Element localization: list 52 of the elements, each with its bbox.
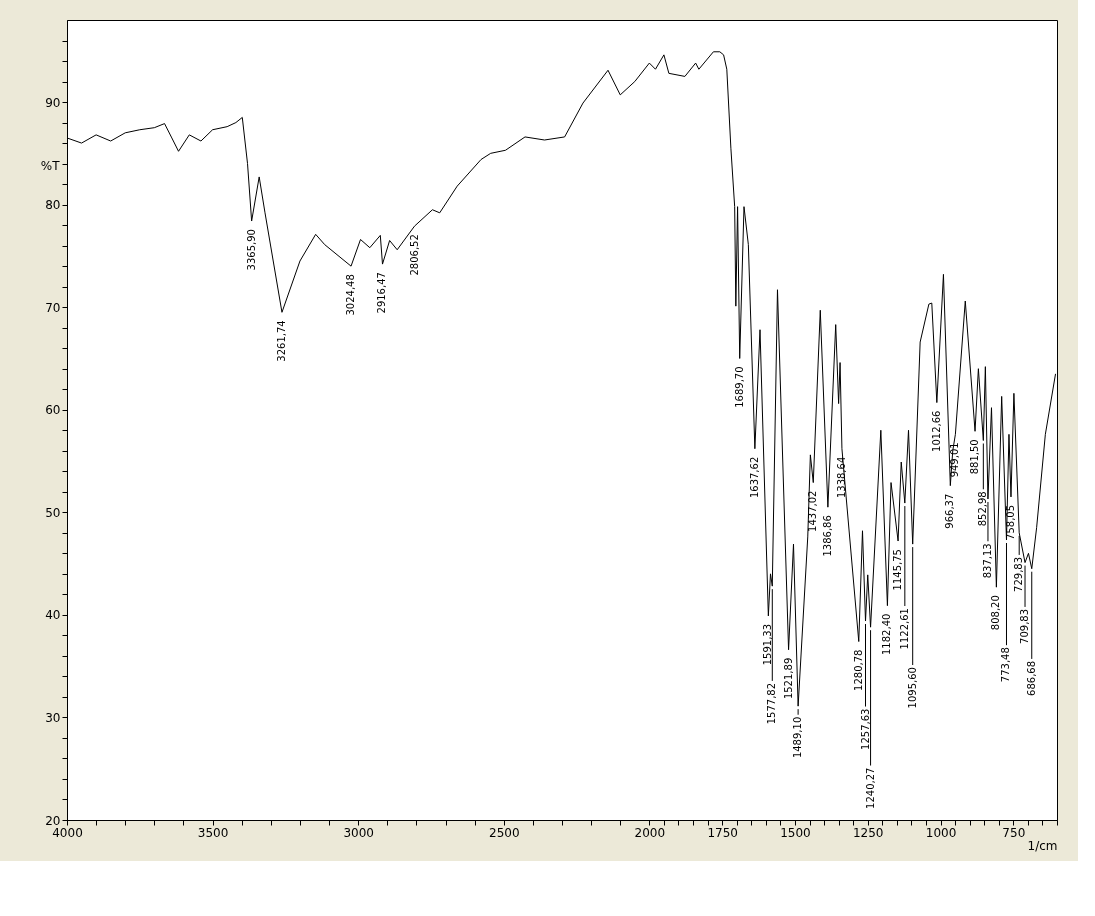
annotation: 808,20 [990,595,1002,631]
x-tick-label: 2000 [634,825,666,840]
annotation: 3365,90 [245,229,257,271]
annotation: 1591,33 [762,623,774,666]
annotation: 3024,48 [345,274,357,316]
annotation: 1182,40 [881,613,893,655]
x-tick-label: 4000 [52,825,83,840]
annotation: 1489,10 [792,716,804,759]
annotation: 1521,89 [782,657,794,700]
x-tick-label: 1000 [925,825,957,840]
annotation: 1240,27 [864,767,876,809]
x-axis-title: 1/cm [1027,838,1058,853]
annotation: 966,37 [944,493,956,529]
y-tick-label: 60 [45,403,61,418]
annotation: 729,83 [1013,556,1025,592]
y-tick-label: 40 [45,608,61,623]
annotation: 3261,74 [275,320,287,362]
annotation: 1280,78 [852,649,864,691]
annotation: 949,01 [949,442,961,478]
y-tick-label: 80 [45,198,61,213]
y-tick-label: 70 [45,300,61,315]
annotation: 1637,62 [748,456,760,499]
annotation: 1577,82 [766,682,778,725]
annotation: 1437,02 [807,490,819,532]
annotation: 1257,63 [859,708,871,750]
x-tick-label: 2500 [488,825,520,840]
annotation: 2916,47 [376,272,388,314]
x-tick-label: 3500 [197,825,229,840]
annotation: 1122,61 [898,608,910,650]
y-axis-title: %T [40,158,61,173]
x-tick-label: 1500 [780,825,811,840]
annotation: 1689,70 [733,366,745,408]
annotation: 1145,75 [892,549,904,591]
annotation: 1386,86 [821,515,833,557]
annotation: 686,68 [1025,660,1037,696]
x-tick-label: 750 [1002,825,1026,840]
annotation: 709,83 [1019,608,1031,644]
y-tick-label: 50 [45,505,61,520]
annotation: 1338,64 [835,456,847,499]
annotation: 881,50 [969,439,981,475]
annotation: 852,98 [977,491,989,527]
annotation: 837,13 [981,543,993,579]
y-tick-label: 90 [45,95,61,110]
annotation: 773,48 [1000,647,1012,683]
annotation: 1095,60 [906,667,918,709]
y-tick-label: 20 [45,813,61,828]
x-tick-label: 1250 [852,825,884,840]
x-tick-label: 3000 [343,825,374,840]
annotation: 2806,52 [408,234,420,276]
annotation: 1012,66 [930,410,942,452]
x-tick-label: 1750 [707,825,738,840]
y-tick-label: 30 [45,710,61,725]
